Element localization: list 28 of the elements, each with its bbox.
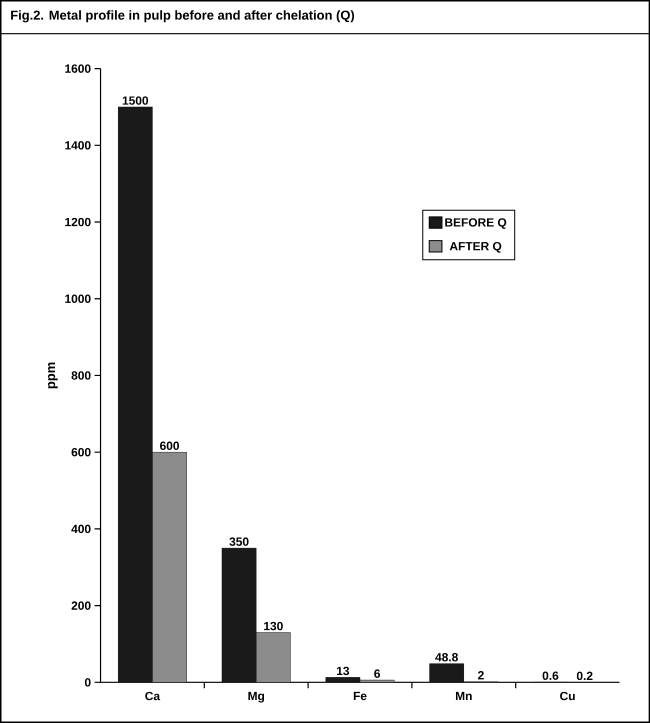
- y-tick-label: 600: [72, 448, 90, 456]
- y-tick-label: 400: [71, 524, 90, 534]
- data-label: 2: [478, 671, 484, 680]
- x-tick-label: Cu: [560, 692, 575, 700]
- y-tick-label: 800: [71, 371, 90, 380]
- x-tick-label: Mg: [248, 692, 264, 703]
- y-tick-label: 200: [72, 601, 90, 610]
- y-axis-title: ppm: [48, 362, 58, 388]
- data-label: 350: [229, 537, 248, 546]
- legend-label: AFTER Q: [450, 242, 502, 253]
- data-label: 6: [374, 669, 380, 678]
- x-tick-label: Fe: [354, 692, 366, 700]
- data-label: 1500: [122, 96, 148, 105]
- chart-title: Fig.2. Metal profile in pulp before and after chelation (Q): [11, 10, 354, 22]
- legend-label: BEFORE Q: [445, 218, 506, 229]
- y-tick-label: 1000: [65, 294, 90, 303]
- data-label: 13: [336, 666, 350, 676]
- data-label: 0.2: [576, 672, 592, 680]
- x-tick-label: Mn: [456, 692, 472, 700]
- y-tick-label: 1200: [65, 218, 90, 226]
- x-tick-label: Ca: [145, 692, 160, 700]
- data-label: 600: [160, 442, 179, 450]
- data-label: 0.6: [542, 671, 558, 680]
- data-label: 130: [264, 622, 283, 630]
- y-tick-label: 1600: [65, 64, 90, 73]
- y-tick-label: 1400: [65, 141, 90, 150]
- data-label: 48.8: [435, 652, 458, 662]
- y-tick-label: 0: [84, 678, 91, 687]
